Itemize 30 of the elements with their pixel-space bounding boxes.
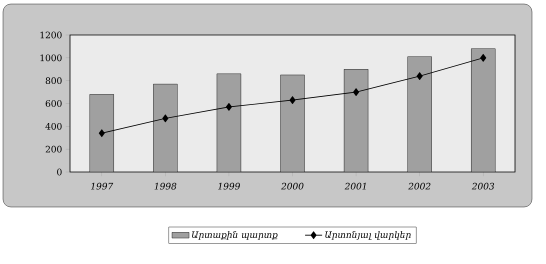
x-tick-label: 2003: [472, 182, 494, 190]
bar: [153, 84, 178, 172]
bar: [90, 94, 114, 172]
point: [98, 129, 105, 138]
legend-label: Արտաքին պարտք: [192, 230, 278, 240]
y-tick-label: 1000: [40, 54, 62, 62]
point: [226, 103, 232, 111]
y-tick-label: 1200: [40, 32, 62, 38]
point: [289, 96, 296, 104]
y-tick-label: 400: [45, 122, 62, 130]
bar: [344, 69, 368, 172]
x-tick-label: 2001: [344, 182, 366, 190]
x-tick-label: 2002: [408, 182, 430, 190]
bar: [407, 56, 432, 172]
y-tick-label: 200: [46, 146, 62, 153]
x-tick-label: 1999: [218, 182, 240, 190]
point: [480, 54, 486, 62]
bar: [280, 74, 305, 172]
point: [353, 88, 360, 96]
x-tick-label: 2000: [281, 182, 304, 190]
y-tick-label: 600: [46, 100, 62, 107]
legend-label: Արտոնյալ վարկեր: [325, 230, 411, 240]
point: [162, 114, 168, 122]
x-tick-label: 1997: [91, 182, 114, 190]
point: [416, 72, 423, 80]
y-tick-label: 0: [57, 168, 62, 176]
bar: [216, 74, 242, 172]
y-tick-label: 800: [46, 77, 62, 84]
bar: [471, 48, 496, 172]
x-tick-label: 1998: [154, 182, 176, 190]
